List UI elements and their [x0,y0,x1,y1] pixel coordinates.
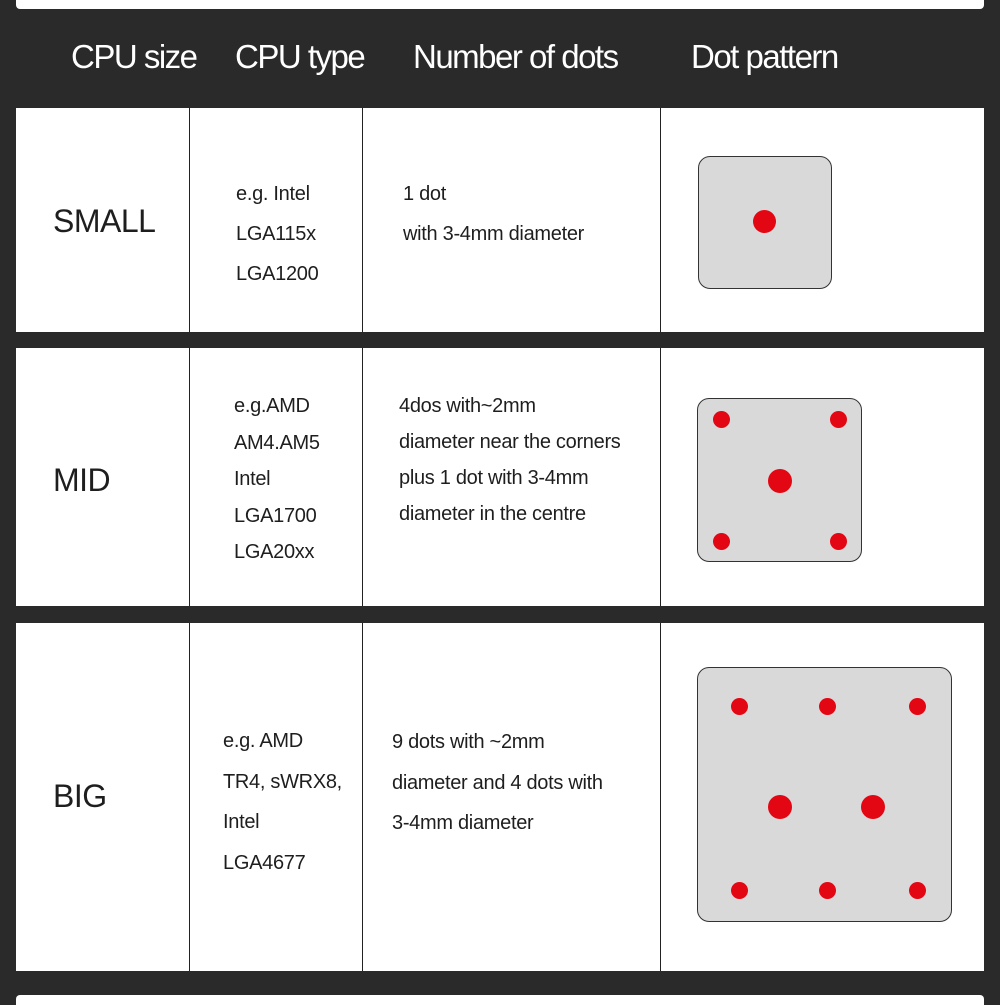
cpu-size: BIG [53,778,107,814]
dots-line: with 3-4mm diameter [403,223,585,245]
small-dot [830,533,847,550]
cpu-type-cell: e.g. AMD TR4, sWRX8, Intel LGA4677 [189,623,362,971]
dots-line: 9 dots with ~2mm [392,731,545,753]
pattern-cell [660,623,984,971]
cpu-size: MID [53,462,111,498]
dots-cell: 4dos with~2mm diameter near the corners … [362,348,660,606]
cpu-type-line: LGA115x [236,223,316,245]
dots-cell: 9 dots with ~2mm diameter and 4 dots wit… [362,623,660,971]
dots-line: plus 1 dot with 3-4mm [399,467,589,489]
header-cpu-size: CPU size [71,38,198,75]
cpu-type-cell: e.g. Intel LGA115x LGA1200 [189,108,362,332]
cpu-type-line: e.g.AMD [234,395,310,417]
cpu-type-line: Intel [234,468,271,490]
cpu-pad-mid [697,398,862,562]
cpu-type-line: LGA20xx [234,541,315,563]
cpu-type-line: LGA1700 [234,504,317,527]
small-dot [830,411,847,428]
large-dot [768,469,792,493]
dots-line: diameter near the corners [399,431,621,453]
large-dot [768,795,792,819]
dots-line: diameter and 4 dots with [392,771,603,794]
pattern-cell [660,108,984,332]
cpu-type-line: AM4.AM5 [234,431,320,454]
dots-line: 4dos with~2mm [399,395,536,417]
cpu-type-line: LGA1200 [236,263,319,285]
large-dot [753,210,776,233]
cpu-type-line: TR4, sWRX8, [223,770,342,793]
top-panel-edge [16,0,984,9]
large-dot [861,795,885,819]
small-dot [713,411,730,428]
table-row-big: BIG e.g. AMD TR4, sWRX8, Intel LGA4677 9… [16,623,984,971]
cpu-pad-small [698,156,832,289]
small-dot [731,882,748,899]
small-dot [819,882,836,899]
dots-line: 1 dot [403,183,446,205]
dots-cell: 1 dot with 3-4mm diameter [362,108,660,332]
table-row-small: SMALL e.g. Intel LGA115x LGA1200 1 dot w… [16,108,984,332]
cpu-type-line: e.g. Intel [236,183,310,205]
small-dot [713,533,730,550]
cpu-size: SMALL [53,203,156,239]
dots-line: diameter in the centre [399,503,586,525]
small-dot [819,698,836,715]
cpu-type-cell: e.g.AMD AM4.AM5 Intel LGA1700 LGA20xx [189,348,362,606]
small-dot [909,698,926,715]
dots-line: 3-4mm diameter [392,812,534,834]
cpu-type-line: Intel [223,811,260,833]
cpu-type-line: LGA4677 [223,851,306,874]
small-dot [909,882,926,899]
cpu-type-line: e.g. AMD [223,730,303,752]
bottom-panel-edge [16,995,984,1005]
cpu-pad-big [697,667,952,922]
header-number-of-dots: Number of dots [413,38,619,75]
table-row-mid: MID e.g.AMD AM4.AM5 Intel LGA1700 LGA20x… [16,348,984,606]
small-dot [731,698,748,715]
pattern-cell [660,348,984,606]
header-cpu-type: CPU type [235,38,366,75]
header-dot-pattern: Dot pattern [691,38,839,75]
